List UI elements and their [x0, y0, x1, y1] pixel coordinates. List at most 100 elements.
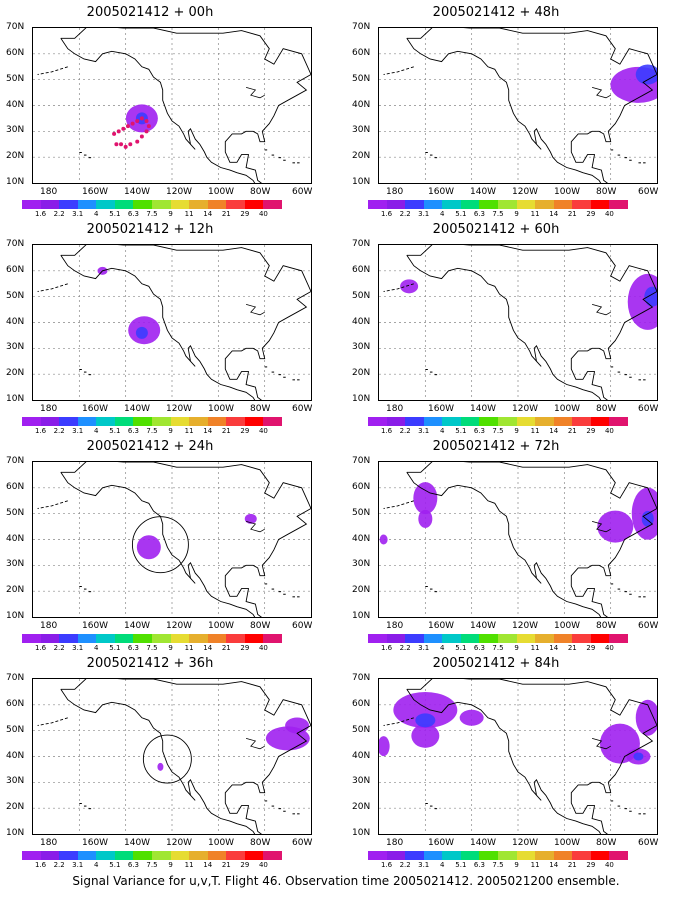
latitude-label: 40N	[352, 99, 371, 110]
longitude-label: 60W	[292, 838, 313, 848]
longitude-label: 120W	[512, 621, 539, 631]
colorbar-label: 29	[240, 210, 250, 218]
colorbar-label: 40	[258, 427, 268, 435]
colorbar-label: 5.1	[109, 861, 121, 869]
colorbar: 1.6 2.2 3.1 4 5.1 6.3 7.5 9 11 14 21 29 40	[368, 417, 628, 439]
colorbar-swatch	[152, 417, 171, 426]
colorbar: 1.6 2.2 3.1 4 5.1 6.3 7.5 9 11 14 21 29 40	[368, 851, 628, 873]
colorbar-label: 6.3	[127, 861, 139, 869]
longitude-label: 100W	[554, 404, 581, 414]
coastline	[406, 472, 602, 617]
colorbar-swatch	[442, 417, 461, 426]
colorbar-swatch	[442, 851, 461, 860]
island	[264, 149, 268, 151]
map-panel: 2005021412 + 84h 70N 60N 50N 40N 30N 20N 10N 180…	[346, 656, 658, 869]
colorbar-label: 14	[203, 210, 213, 218]
island	[610, 800, 614, 802]
panel-title: 2005021412 + 12h	[86, 222, 214, 237]
colorbar-swatch	[386, 417, 406, 426]
island	[297, 379, 300, 381]
colorbar-label: 7.5	[146, 861, 158, 869]
longitude-label: 120W	[166, 838, 193, 848]
island	[278, 808, 282, 810]
island	[429, 588, 433, 590]
aleutian-islands	[383, 500, 414, 509]
island	[624, 808, 628, 810]
observation-dot	[135, 119, 140, 123]
island	[271, 588, 275, 590]
colorbar-swatch	[405, 851, 424, 860]
latitude-label: 20N	[6, 151, 25, 162]
coastline	[60, 28, 311, 183]
longitude-label: 180	[386, 404, 404, 414]
map-svg	[379, 245, 657, 400]
latitude-label: 10N	[6, 177, 25, 187]
colorbar-swatch	[22, 417, 41, 426]
colorbar-swatch	[590, 634, 610, 643]
colorbar-swatch	[572, 417, 591, 426]
colorbar-label: 29	[240, 861, 250, 869]
colorbar-label: 3.1	[418, 427, 430, 435]
colorbar-swatch	[609, 417, 628, 426]
island	[434, 374, 438, 376]
observation-dot	[114, 142, 119, 147]
colorbar-swatch	[59, 634, 78, 643]
colorbar-label: 21	[221, 861, 231, 869]
colorbar-swatch	[609, 634, 628, 643]
colorbar-label: 14	[203, 644, 213, 652]
island	[643, 162, 646, 164]
island	[264, 800, 268, 802]
island	[643, 813, 646, 815]
colorbar-label: 21	[567, 861, 577, 869]
longitude-label: 180	[40, 404, 58, 414]
aleutian-islands	[37, 66, 68, 75]
colorbar-label: 9	[514, 644, 519, 652]
latitude-label: 60N	[352, 47, 371, 58]
colorbar-swatch	[263, 634, 282, 643]
latitude-label: 50N	[6, 507, 25, 518]
variance-region	[413, 482, 438, 515]
colorbar-label: 11	[530, 210, 540, 218]
latitude-label: 50N	[352, 73, 371, 84]
island	[297, 813, 300, 815]
latitude-label: 50N	[6, 73, 25, 84]
island	[88, 591, 92, 593]
latitude-label: 70N	[352, 22, 371, 32]
colorbar-swatch	[114, 417, 134, 426]
colorbar-label: 3.1	[418, 210, 430, 218]
latitude-label: 60N	[352, 481, 371, 492]
colorbar-label: 5.1	[455, 427, 467, 435]
longitude-label: 80W	[250, 404, 271, 414]
variance-region	[379, 534, 388, 545]
colorbar-swatch	[59, 417, 78, 426]
colorbar-swatch	[479, 851, 498, 860]
latitude-label: 50N	[352, 724, 371, 735]
variance-region	[644, 286, 657, 307]
colorbar-swatch	[572, 851, 591, 860]
target-circle	[142, 734, 192, 784]
colorbar-swatch	[114, 851, 134, 860]
latitude-label: 70N	[352, 239, 371, 249]
latitude-label: 50N	[6, 724, 25, 735]
colorbar-swatch	[423, 200, 443, 209]
island	[292, 162, 295, 164]
target-circle	[131, 516, 189, 574]
longitude-label: 80W	[250, 187, 271, 197]
island	[638, 162, 641, 164]
island	[271, 371, 275, 373]
colorbar-label: 4	[94, 644, 99, 652]
colorbar-label: 14	[203, 861, 213, 869]
longitude-label: 180	[40, 621, 58, 631]
latitude-label: 70N	[6, 239, 25, 249]
colorbar-swatch	[244, 851, 264, 860]
longitude-label: 140W	[124, 404, 151, 414]
colorbar-swatch	[152, 634, 171, 643]
longitude-label: 120W	[166, 621, 193, 631]
island	[83, 154, 87, 156]
great-lakes	[591, 521, 611, 533]
latitude-label: 30N	[6, 125, 25, 136]
colorbar: 1.6 2.2 3.1 4 5.1 6.3 7.5 9 11 14 21 29 40	[22, 417, 282, 439]
coastline	[60, 689, 256, 834]
longitude-label: 120W	[512, 404, 539, 414]
latitude-label: 40N	[6, 750, 25, 761]
